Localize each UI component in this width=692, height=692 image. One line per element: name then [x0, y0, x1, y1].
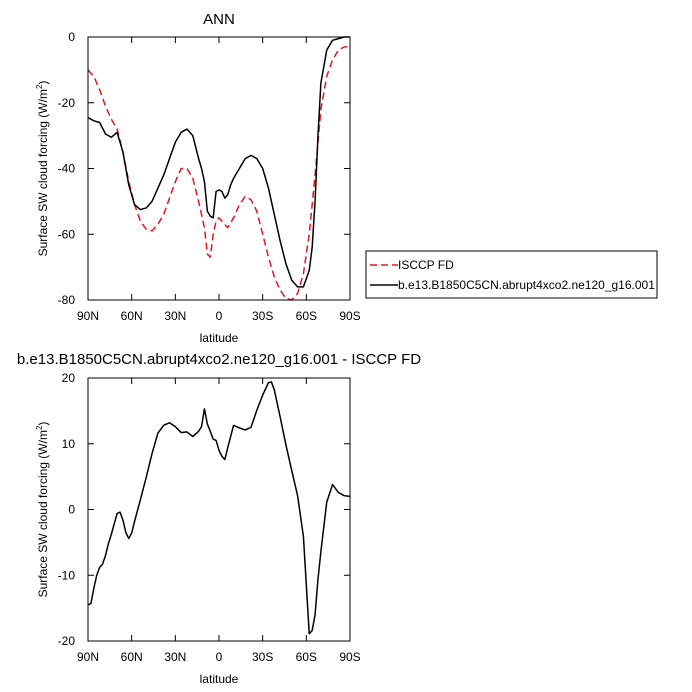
panel-1-x-tick-label: 60N — [121, 309, 143, 323]
panel-1-title: ANN — [203, 11, 235, 28]
panel-1-y-ticks: 0 -20 -40 -60 -80 — [58, 30, 350, 307]
panel-2-title: b.e13.B1850C5CN.abrupt4xco2.ne120_g16.00… — [17, 351, 421, 368]
legend-box — [365, 250, 658, 299]
panel-1-series-line-1 — [87, 36, 350, 288]
panel-difference: b.e13.B1850C5CN.abrupt4xco2.ne120_g16.00… — [17, 351, 421, 686]
panel-1-x-axis-label: latitude — [200, 331, 239, 345]
panel-1-x-tick-label: 90S — [339, 309, 360, 323]
panel-2-x-axis-label: latitude — [200, 672, 239, 686]
panel-1-y-axis-label-close: ) — [36, 81, 50, 85]
panel-1-y-axis-label-sup: 2 — [35, 84, 44, 89]
panel-2-y-tick-label: 20 — [62, 371, 76, 385]
panel-2-series — [87, 381, 351, 635]
legend-label-model: b.e13.B1850C5CN.abrupt4xco2.ne120_g16.00… — [398, 278, 655, 292]
panel-2-series-line-0 — [87, 381, 351, 635]
panel-1-x-tick-label: 90N — [77, 309, 99, 323]
panel-2-y-ticks: 20 10 0 -10 -20 — [58, 371, 350, 648]
panel-2-x-tick-label: 90S — [339, 650, 360, 664]
panel-annual: ANN 90N 60N 30N 0 30S 60S 90S 0 -20 -40 -60 -80 la… — [35, 11, 361, 345]
panel-1-y-tick-label: -20 — [58, 96, 76, 110]
panel-2-x-tick-label: 30N — [164, 650, 186, 664]
panel-2-x-tick-label: 0 — [216, 650, 223, 664]
panel-2-y-axis-label-main: Surface SW cloud forcing (W/m — [36, 430, 50, 597]
panel-2-y-tick-label: 0 — [68, 503, 75, 517]
panel-1-y-tick-label: 0 — [68, 30, 75, 44]
panel-2-frame — [87, 377, 351, 642]
panel-1-x-tick-label: 30N — [164, 309, 186, 323]
legend: ISCCP FD b.e13.B1850C5CN.abrupt4xco2.ne1… — [365, 250, 658, 299]
panel-2-y-axis-label-sup: 2 — [35, 425, 44, 430]
panel-1-x-tick-label: 30S — [252, 309, 273, 323]
panel-2-y-axis-label-close: ) — [36, 422, 50, 426]
panel-1-y-tick-label: -60 — [58, 227, 76, 241]
panel-1-x-tick-label: 0 — [216, 309, 223, 323]
panel-2-y-tick-label: -20 — [58, 634, 76, 648]
panel-1-y-tick-label: -80 — [58, 293, 76, 307]
panel-2-x-ticks: 90N 60N 30N 0 30S 60S 90S — [77, 378, 361, 664]
legend-label-isccp: ISCCP FD — [398, 258, 454, 272]
panel-2-x-tick-label: 60S — [296, 650, 317, 664]
panel-1-x-tick-label: 60S — [296, 309, 317, 323]
panel-2-y-axis-label: Surface SW cloud forcing (W/m2) — [35, 422, 50, 598]
panel-1-series — [87, 36, 350, 301]
panel-2-x-tick-label: 60N — [121, 650, 143, 664]
panel-2-y-tick-label: -10 — [58, 568, 76, 582]
panel-1-y-axis-label: Surface SW cloud forcing (W/m2) — [35, 81, 50, 257]
panel-1-series-line-0 — [87, 46, 350, 301]
panel-2-x-tick-label: 90N — [77, 650, 99, 664]
panel-1-x-ticks: 90N 60N 30N 0 30S 60S 90S — [77, 37, 361, 323]
panel-2-y-tick-label: 10 — [62, 437, 76, 451]
panel-2-x-tick-label: 30S — [252, 650, 273, 664]
panel-1-y-tick-label: -40 — [58, 162, 76, 176]
panel-1-y-axis-label-main: Surface SW cloud forcing (W/m — [36, 89, 50, 256]
